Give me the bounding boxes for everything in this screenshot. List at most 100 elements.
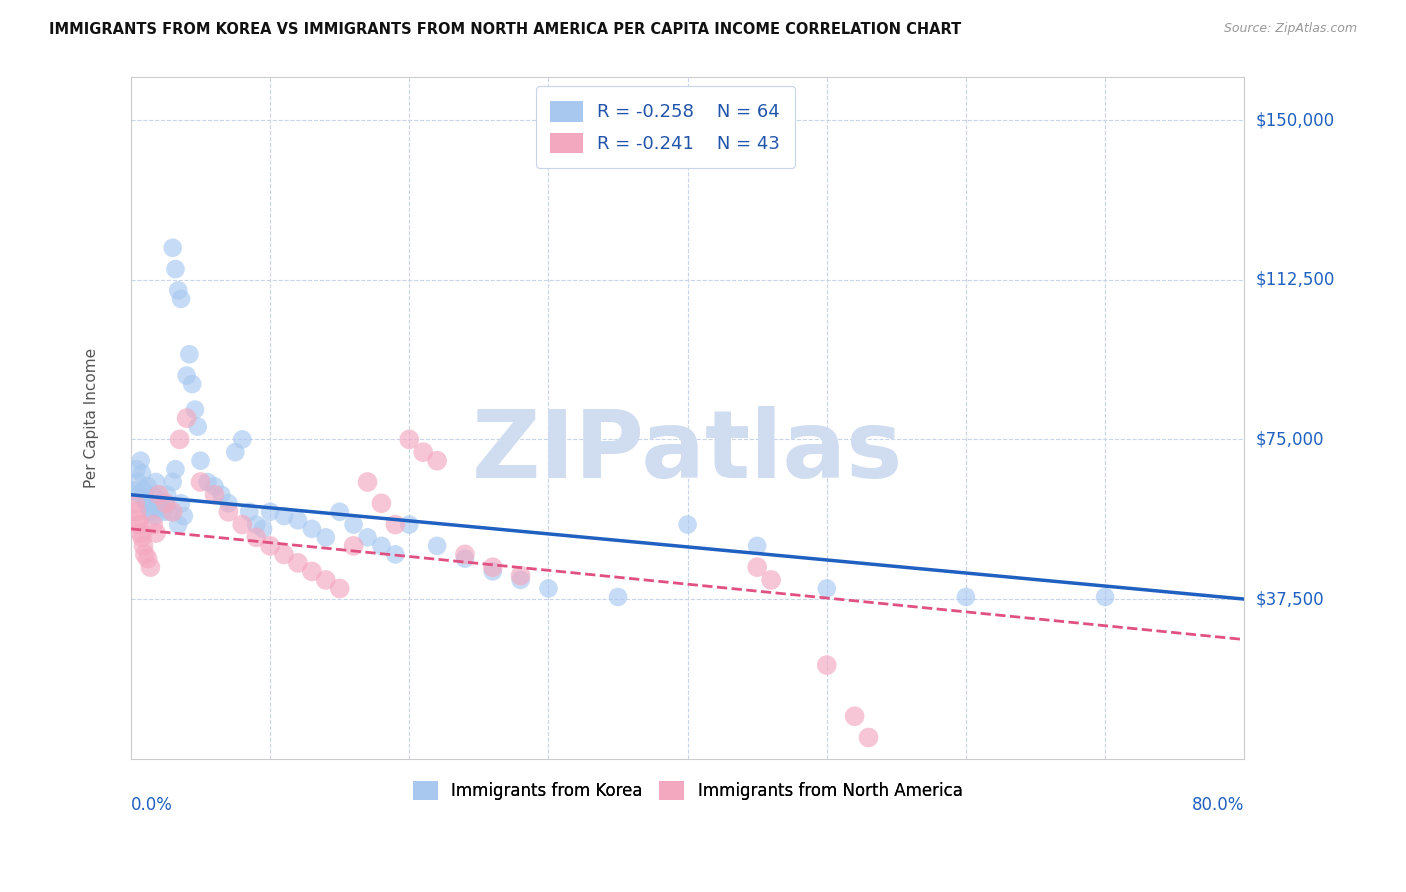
Point	[148, 488, 170, 502]
Point	[315, 530, 337, 544]
Point	[139, 560, 162, 574]
Point	[138, 500, 160, 515]
Point	[146, 491, 169, 506]
Point	[142, 517, 165, 532]
Point	[231, 517, 253, 532]
Point	[176, 411, 198, 425]
Text: ZIPatlas: ZIPatlas	[472, 406, 903, 498]
Point	[426, 539, 449, 553]
Point	[165, 262, 187, 277]
Point	[370, 496, 392, 510]
Point	[481, 565, 503, 579]
Point	[356, 530, 378, 544]
Point	[245, 530, 267, 544]
Point	[170, 292, 193, 306]
Point	[167, 517, 190, 532]
Point	[217, 505, 239, 519]
Point	[176, 368, 198, 383]
Point	[238, 505, 260, 519]
Point	[426, 453, 449, 467]
Text: 0.0%: 0.0%	[131, 797, 173, 814]
Point	[815, 658, 838, 673]
Point	[155, 496, 177, 510]
Text: 80.0%: 80.0%	[1192, 797, 1244, 814]
Point	[142, 496, 165, 510]
Point	[204, 488, 226, 502]
Point	[329, 505, 352, 519]
Point	[125, 462, 148, 476]
Text: IMMIGRANTS FROM KOREA VS IMMIGRANTS FROM NORTH AMERICA PER CAPITA INCOME CORRELA: IMMIGRANTS FROM KOREA VS IMMIGRANTS FROM…	[49, 22, 962, 37]
Point	[204, 479, 226, 493]
Point	[184, 402, 207, 417]
Point	[315, 573, 337, 587]
Point	[150, 496, 173, 510]
Point	[287, 513, 309, 527]
Point	[134, 548, 156, 562]
Point	[190, 453, 212, 467]
Point	[287, 556, 309, 570]
Point	[128, 517, 150, 532]
Point	[398, 517, 420, 532]
Point	[169, 433, 191, 447]
Point	[209, 488, 232, 502]
Point	[124, 483, 146, 498]
Point	[173, 509, 195, 524]
Point	[231, 433, 253, 447]
Point	[259, 505, 281, 519]
Point	[955, 590, 977, 604]
Point	[356, 475, 378, 489]
Point	[301, 522, 323, 536]
Text: Per Capita Income: Per Capita Income	[84, 348, 100, 488]
Point	[342, 517, 364, 532]
Point	[224, 445, 246, 459]
Point	[398, 433, 420, 447]
Point	[252, 522, 274, 536]
Point	[217, 496, 239, 510]
Point	[273, 548, 295, 562]
Point	[134, 491, 156, 506]
Point	[145, 526, 167, 541]
Point	[273, 509, 295, 524]
Point	[127, 513, 149, 527]
Point	[259, 539, 281, 553]
Point	[197, 475, 219, 489]
Point	[148, 500, 170, 515]
Point	[167, 284, 190, 298]
Point	[454, 548, 477, 562]
Point	[156, 488, 179, 502]
Point	[181, 377, 204, 392]
Point	[537, 582, 560, 596]
Point	[141, 488, 163, 502]
Point	[131, 467, 153, 481]
Point	[454, 551, 477, 566]
Point	[759, 573, 782, 587]
Point	[858, 731, 880, 745]
Point	[676, 517, 699, 532]
Point	[607, 590, 630, 604]
Point	[162, 505, 184, 519]
Text: $150,000: $150,000	[1256, 111, 1334, 129]
Text: $112,500: $112,500	[1256, 270, 1334, 289]
Point	[844, 709, 866, 723]
Point	[245, 517, 267, 532]
Point	[179, 347, 201, 361]
Point	[481, 560, 503, 574]
Point	[153, 505, 176, 519]
Legend: Immigrants from Korea, Immigrants from North America: Immigrants from Korea, Immigrants from N…	[405, 773, 970, 808]
Point	[747, 539, 769, 553]
Point	[136, 551, 159, 566]
Point	[370, 539, 392, 553]
Point	[162, 475, 184, 489]
Point	[1094, 590, 1116, 604]
Point	[128, 488, 150, 502]
Point	[509, 568, 531, 582]
Point	[129, 526, 152, 541]
Point	[329, 582, 352, 596]
Point	[162, 241, 184, 255]
Text: $75,000: $75,000	[1256, 431, 1324, 449]
Point	[145, 475, 167, 489]
Point	[139, 505, 162, 519]
Point	[127, 475, 149, 489]
Point	[815, 582, 838, 596]
Point	[747, 560, 769, 574]
